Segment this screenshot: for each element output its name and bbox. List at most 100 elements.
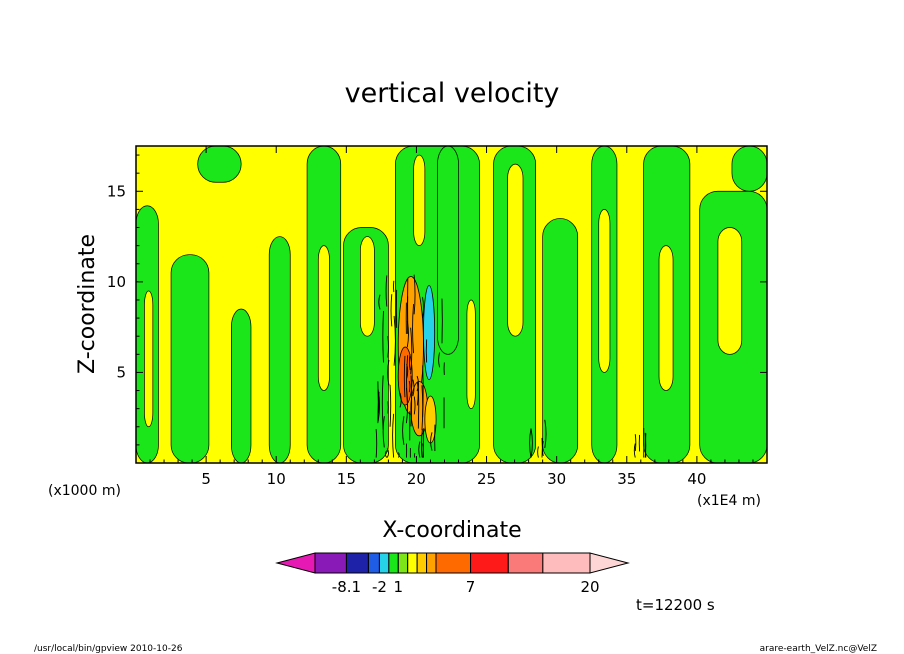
updraft-pocket (658, 245, 674, 391)
contour-line (413, 396, 416, 415)
contour-line (422, 296, 424, 319)
x-tick-label: 30 (547, 470, 566, 488)
contour-line (393, 315, 396, 366)
colorbar-segment (367, 552, 380, 574)
downdraft-region (268, 236, 291, 463)
contour-line (418, 441, 421, 458)
x-tick-label: 20 (407, 470, 426, 488)
x-axis: 5 10 15 20 25 30 35 40 (149, 146, 754, 488)
contour-line (408, 353, 411, 371)
updraft-pocket (598, 209, 611, 373)
x-tick-label: 25 (477, 470, 496, 488)
colorbar-segment (542, 552, 591, 574)
colorbar-segment (397, 552, 409, 574)
contour-line (634, 434, 637, 452)
colorbar-segment (470, 552, 509, 574)
contour-line (530, 428, 533, 458)
downdraft-region (437, 146, 459, 355)
x-tick-label: 15 (337, 470, 356, 488)
y-tick-label: 10 (107, 273, 126, 291)
chart-title: vertical velocity (345, 78, 560, 109)
contour-line (385, 275, 388, 307)
contour-line (403, 355, 406, 398)
colorbar-segment (407, 552, 418, 574)
y-axis-label: Z-coordinate (75, 234, 100, 374)
negative-velocity-regions (136, 146, 767, 463)
colorbar-label: 20 (580, 578, 599, 596)
contour-line (386, 448, 389, 458)
downdraft-region (731, 146, 767, 192)
contour-line (378, 294, 381, 310)
updraft-pocket (466, 299, 476, 410)
updraft-pocket (144, 290, 154, 428)
colorbar-label: -8.1 (332, 578, 361, 596)
contour-line (389, 384, 392, 427)
contour-line (384, 450, 388, 458)
convective-cell (397, 346, 413, 406)
colorbar: -8.1 -2 1 7 20 (275, 552, 630, 596)
colorbar-segment (507, 552, 544, 574)
colorbar-segment (345, 552, 369, 574)
contour-line (398, 452, 400, 458)
convective-cell (423, 285, 436, 381)
colorbar-max-arrow (589, 552, 630, 574)
x-tick-label: 5 (201, 470, 211, 488)
contour-line (382, 310, 384, 363)
contour-line (387, 336, 389, 358)
y-axis: 5 10 15 (107, 154, 767, 446)
updraft-pocket (413, 154, 426, 246)
contour-line (406, 355, 409, 407)
contour-line (412, 304, 414, 354)
x-axis-label: X-coordinate (382, 518, 521, 543)
y-tick-label: 15 (107, 182, 126, 200)
x-unit-right: (x1E4 m) (697, 493, 761, 509)
contour-line (537, 446, 539, 458)
colorbar-segment (378, 552, 390, 574)
contour-line (390, 294, 393, 327)
colorbar-segment (314, 552, 347, 574)
plot-frame (135, 145, 768, 464)
downdraft-region (197, 146, 242, 183)
contour-line (375, 428, 378, 458)
contour-line (392, 413, 395, 458)
contour-line (416, 381, 419, 406)
contour-line (430, 432, 433, 451)
contour-line (382, 416, 385, 448)
updraft-pocket (717, 227, 743, 355)
contour-lines (375, 274, 647, 458)
updraft-pocket (317, 245, 330, 391)
contour-line (399, 392, 402, 408)
colorbar-label: -2 (372, 578, 387, 596)
downdraft-region (231, 308, 252, 463)
colorbar-segment (416, 552, 428, 574)
contour-line (377, 389, 380, 422)
x-tick-label: 35 (617, 470, 636, 488)
colorbar-label: 7 (466, 578, 476, 596)
downdraft-region (170, 254, 210, 463)
x-tick-label: 40 (687, 470, 706, 488)
colorbar-segment (388, 552, 399, 574)
contour-line (633, 443, 636, 458)
colorbar-label: 1 (394, 578, 404, 596)
contour-line (529, 428, 532, 458)
contour-line (410, 375, 413, 427)
x-tick-label: 10 (267, 470, 286, 488)
contour-line (544, 419, 547, 449)
updraft-pocket (507, 163, 524, 337)
time-label: t=12200 s (636, 596, 715, 614)
contour-line (421, 385, 424, 431)
contour-line (541, 441, 544, 457)
contour-line (412, 379, 415, 397)
contour-line (387, 359, 390, 386)
footer-left: /usr/local/bin/gpview 2010-10-26 (34, 644, 183, 654)
downdraft-region (542, 218, 579, 463)
colorbar-segment (426, 552, 437, 574)
contour-line (410, 327, 413, 375)
colorbar-min-arrow (275, 552, 316, 574)
colorbar-segment (435, 552, 472, 574)
updraft-pocket (360, 236, 375, 337)
footer-right: arare-earth_VelZ.nc@VelZ (760, 644, 877, 654)
contour-line (408, 380, 411, 393)
contour-line (416, 375, 419, 392)
